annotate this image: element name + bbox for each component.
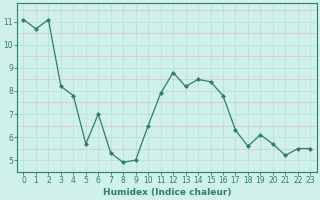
X-axis label: Humidex (Indice chaleur): Humidex (Indice chaleur) (103, 188, 231, 197)
